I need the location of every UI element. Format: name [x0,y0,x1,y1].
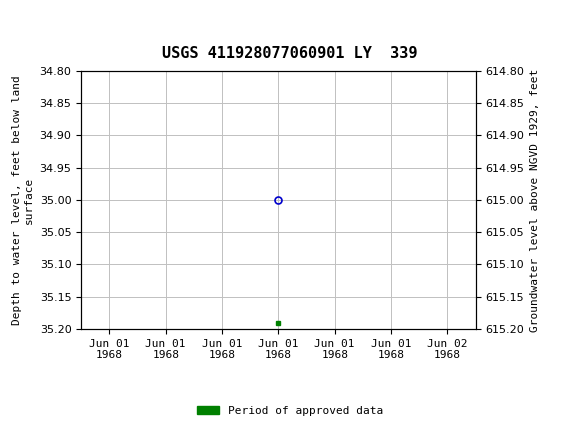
Text: USGS: USGS [32,9,87,27]
Y-axis label: Groundwater level above NGVD 1929, feet: Groundwater level above NGVD 1929, feet [530,68,540,332]
Legend: Period of approved data: Period of approved data [193,401,387,420]
Y-axis label: Depth to water level, feet below land
surface: Depth to water level, feet below land su… [12,75,34,325]
Text: USGS 411928077060901 LY  339: USGS 411928077060901 LY 339 [162,46,418,61]
